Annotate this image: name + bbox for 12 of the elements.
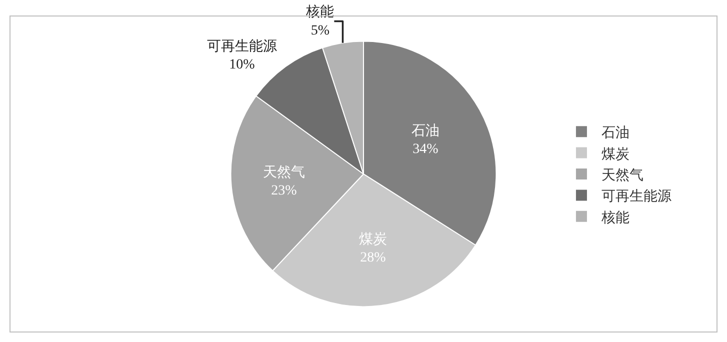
legend-label: 可再生能源 bbox=[601, 188, 672, 205]
slice-label: 可再生能源 bbox=[206, 38, 277, 54]
data-label: 10% bbox=[229, 58, 256, 73]
legend-label: 煤炭 bbox=[601, 146, 630, 162]
legend-label: 核能 bbox=[600, 210, 630, 226]
data-label: 5% bbox=[310, 23, 330, 38]
data-label: 34% bbox=[412, 142, 439, 158]
legend-label: 天然气 bbox=[601, 167, 644, 184]
legend-label: 石油 bbox=[601, 125, 630, 142]
slice-label: 石油 bbox=[411, 122, 440, 139]
slice-label: 天然气 bbox=[262, 164, 305, 180]
data-label: 23% bbox=[271, 184, 298, 199]
